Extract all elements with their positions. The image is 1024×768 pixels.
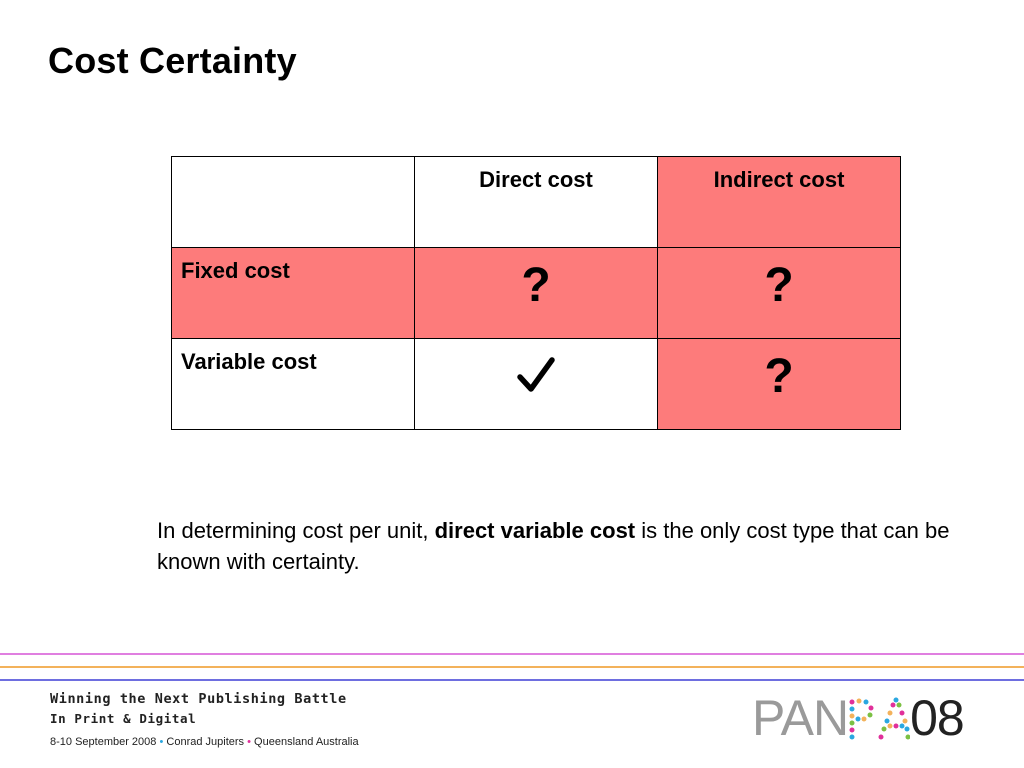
- footer-location: Queensland Australia: [254, 736, 359, 748]
- col-header-direct: Direct cost: [414, 156, 658, 248]
- logo-pan: PAN: [752, 690, 849, 746]
- table-row: Variable cost ?: [171, 338, 901, 430]
- fixed-indirect-question-mark: ?: [657, 247, 901, 339]
- variable-direct-check-cell: [414, 338, 658, 430]
- note-emphasis: direct variable cost: [434, 518, 636, 543]
- panpa-logo: PAN PA 08: [752, 690, 965, 746]
- footer-venue: Conrad Jupiters: [166, 736, 245, 748]
- logo-year: 08: [910, 690, 965, 746]
- checkmark-icon-svg: [517, 357, 555, 392]
- fixed-direct-question-mark: ?: [414, 247, 658, 339]
- logo-pa-dotted: PA: [848, 696, 911, 742]
- row-header-variable: Variable cost: [171, 338, 415, 430]
- table-row: Direct cost Indirect cost: [171, 156, 901, 248]
- footer-event-title: Winning the Next Publishing Battle: [50, 691, 347, 707]
- footer-event-subtitle: In Print & Digital: [50, 711, 197, 726]
- note-suffix: is the only cost type that can be known …: [157, 518, 950, 574]
- cost-certainty-table: Direct cost Indirect cost Fixed cost ? ?…: [171, 156, 901, 430]
- footer-separator: •: [247, 736, 251, 748]
- footer-rule-blue: [0, 679, 1024, 681]
- checkmark-icon: [516, 355, 556, 401]
- variable-indirect-question-mark: ?: [657, 338, 901, 430]
- col-header-indirect: Indirect cost: [657, 156, 901, 248]
- note-prefix: In determining cost per unit,: [157, 518, 435, 543]
- explanation-note: In determining cost per unit, direct var…: [157, 515, 957, 577]
- footer-rule-orange: [0, 666, 1024, 668]
- footer-separator: •: [159, 736, 164, 748]
- footer-rule-magenta: [0, 653, 1024, 655]
- slide-title: Cost Certainty: [48, 40, 297, 81]
- table-corner-cell: [171, 156, 415, 248]
- row-header-fixed: Fixed cost: [171, 247, 415, 339]
- logo-pa-dots-svg: PA: [849, 697, 911, 740]
- table-row: Fixed cost ? ?: [171, 247, 901, 339]
- footer-dates: 8-10 September 2008: [50, 736, 157, 748]
- footer-event-details: 8-10 September 2008 • Conrad Jupiters • …: [50, 736, 359, 748]
